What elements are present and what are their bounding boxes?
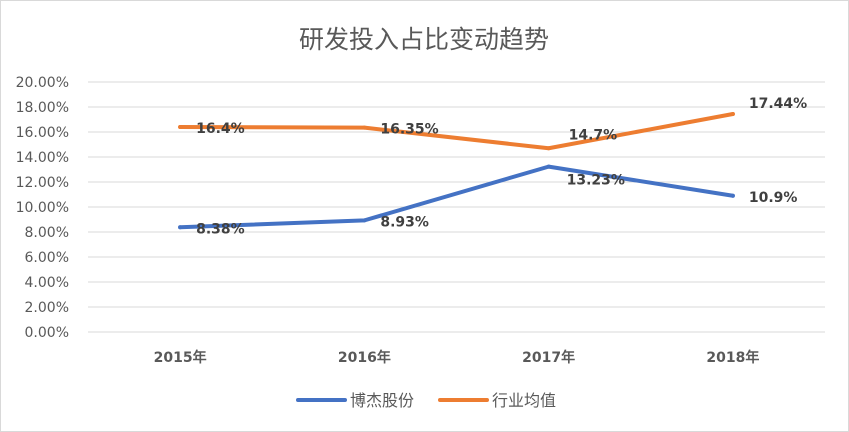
data-point (178, 225, 183, 230)
data-point (730, 193, 735, 198)
y-tick-label: 18.00% (16, 100, 69, 116)
legend-label: 博杰股份 (350, 391, 414, 410)
data-label: 16.35% (380, 122, 438, 138)
data-label: 14.7% (569, 127, 618, 143)
chart-title: 研发投入占比变动趋势 (299, 25, 549, 54)
data-label: 17.44% (749, 96, 807, 112)
x-tick-label: 2017年 (522, 349, 575, 366)
y-tick-label: 16.00% (16, 125, 69, 141)
legend-label: 行业均值 (492, 391, 556, 410)
y-tick-label: 20.00% (16, 75, 69, 91)
data-point (546, 164, 551, 169)
x-tick-label: 2016年 (338, 349, 391, 366)
data-point (362, 125, 367, 130)
x-tick-label: 2018年 (706, 349, 759, 366)
x-tick-label: 2015年 (154, 349, 207, 366)
series-line-2 (178, 112, 735, 151)
data-label: 16.4% (196, 121, 245, 137)
data-label: 8.38% (196, 221, 245, 237)
y-tick-label: 14.00% (16, 150, 69, 166)
y-tick-label: 8.00% (25, 225, 69, 241)
y-tick-label: 2.00% (25, 300, 69, 316)
y-tick-label: 12.00% (16, 175, 69, 191)
data-label: 8.93% (380, 214, 429, 230)
series-line-1 (178, 164, 735, 230)
y-tick-label: 10.00% (16, 200, 69, 216)
y-tick-label: 0.00% (25, 325, 69, 341)
data-point (362, 218, 367, 223)
data-point (178, 125, 183, 129)
y-tick-label: 6.00% (25, 250, 69, 266)
data-point (546, 146, 551, 151)
data-point (730, 112, 735, 116)
data-label: 13.23% (567, 173, 625, 189)
data-label: 10.9% (749, 190, 798, 206)
y-tick-label: 4.00% (25, 275, 69, 291)
